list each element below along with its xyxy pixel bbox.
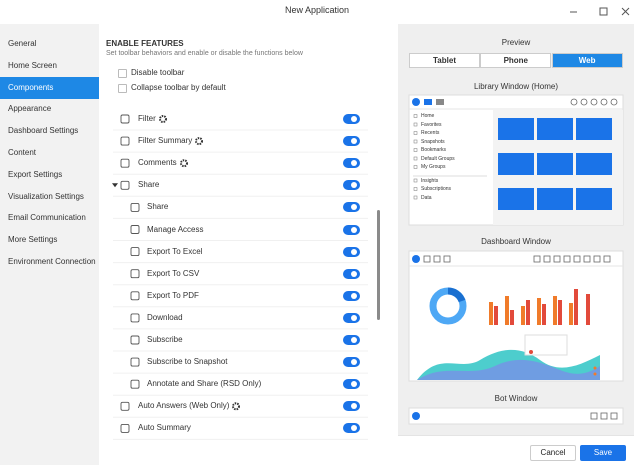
library-nav-item: Home xyxy=(421,113,435,119)
feature-label: Comments xyxy=(138,158,177,168)
settings-gear xyxy=(180,159,188,168)
scrollbar[interactable] xyxy=(377,210,380,320)
checkbox[interactable] xyxy=(118,69,127,78)
feature-icon xyxy=(130,379,140,389)
feature-icon xyxy=(120,136,130,146)
toggle-knob xyxy=(351,403,357,410)
library-nav-item: Favorites xyxy=(421,121,442,128)
feature-label: Export To CSV xyxy=(147,268,200,278)
settings-gear xyxy=(159,115,167,123)
feature-icon xyxy=(130,247,140,257)
sidebar-item[interactable]: Environment Connection xyxy=(8,257,96,266)
feature-icon xyxy=(130,357,140,367)
feature-label: Filter xyxy=(138,114,156,123)
toggle-knob xyxy=(351,314,357,321)
sidebar-item[interactable]: Email Communication xyxy=(8,213,86,223)
sidebar-item[interactable]: General xyxy=(8,39,37,48)
section-description: Set toolbar behaviors and enable or disa… xyxy=(106,50,303,57)
checkbox-label[interactable]: Collapse toolbar by default xyxy=(131,83,226,92)
save-button[interactable]: Save xyxy=(580,445,626,461)
cancel-button[interactable]: Cancel xyxy=(530,445,576,461)
toggle-knob xyxy=(351,160,357,167)
toggle-knob xyxy=(351,292,357,299)
feature-icon xyxy=(130,202,140,212)
toggle-knob xyxy=(351,226,357,233)
feature-label: Export To Excel xyxy=(147,246,203,256)
preview-tab[interactable]: Tablet xyxy=(409,53,480,68)
settings-gear xyxy=(195,137,203,146)
library-nav-item: My Groups xyxy=(421,164,446,170)
toggle-knob xyxy=(351,204,357,211)
preview-tab[interactable]: Phone xyxy=(480,53,552,68)
preview-title: Preview xyxy=(501,38,531,47)
library-nav-item: Data xyxy=(421,194,432,201)
sidebar-item[interactable]: Components xyxy=(8,82,54,92)
expand-caret xyxy=(112,183,118,188)
feature-label: Auto Answers (Web Only) xyxy=(138,401,230,411)
section-heading: ENABLE FEATURES xyxy=(106,39,184,48)
feature-icon xyxy=(120,180,130,190)
library-nav-item: Recents xyxy=(421,130,440,136)
toggle-knob xyxy=(351,182,357,189)
feature-label: Download xyxy=(147,312,183,322)
feature-icon xyxy=(130,291,140,301)
bot-title: Bot Window xyxy=(494,394,538,403)
title-bar xyxy=(0,0,634,24)
feature-label: Export To PDF xyxy=(147,290,199,300)
feature-label: Manage Access xyxy=(147,224,204,234)
toggle-knob xyxy=(351,116,357,122)
feature-icon xyxy=(130,335,140,345)
feature-icon xyxy=(120,401,130,411)
toggle-knob xyxy=(351,138,357,145)
toggle-knob xyxy=(351,381,357,388)
feature-label: Share xyxy=(147,202,169,212)
toggle-knob xyxy=(351,425,357,432)
preview-tab[interactable]: Web xyxy=(551,53,623,68)
feature-icon xyxy=(120,158,130,168)
checkbox[interactable] xyxy=(118,84,127,93)
sidebar-item[interactable]: More Settings xyxy=(8,235,58,245)
library-nav-item: Snapshots xyxy=(421,138,445,145)
sidebar-item[interactable]: Dashboard Settings xyxy=(8,126,79,136)
feature-icon xyxy=(130,225,140,234)
feature-label: Annotate and Share (RSD Only) xyxy=(147,379,262,389)
checkbox-label[interactable]: Disable toolbar xyxy=(131,68,185,77)
toggle-knob xyxy=(351,337,357,343)
dashboard-title: Dashboard Window xyxy=(481,237,551,246)
library-nav-item: Insights xyxy=(421,177,439,184)
library-nav-item: Default Groups xyxy=(421,155,455,162)
feature-label: Filter Summary xyxy=(138,136,193,146)
toggle-knob xyxy=(351,359,357,366)
sidebar-selected xyxy=(0,76,99,99)
feature-label: Subscribe xyxy=(147,335,183,344)
feature-icon xyxy=(130,269,140,279)
feature-label: Share xyxy=(138,180,160,190)
library-nav-item: Subscriptions xyxy=(421,186,452,192)
library-title: Library Window (Home) xyxy=(473,82,559,91)
library-nav-item: Bookmarks xyxy=(421,147,447,153)
settings-gear xyxy=(232,402,240,411)
sidebar-item[interactable]: Home Screen xyxy=(8,60,57,70)
sidebar-item[interactable]: Appearance xyxy=(8,104,52,114)
feature-icon xyxy=(130,313,140,323)
feature-icon xyxy=(120,114,130,124)
feature-label: Subscribe to Snapshot xyxy=(147,357,228,367)
sidebar-item[interactable]: Content xyxy=(8,148,37,157)
sidebar-item[interactable]: Export Settings xyxy=(8,169,63,179)
feature-icon xyxy=(120,423,130,433)
sidebar-item[interactable]: Visualization Settings xyxy=(8,191,84,201)
feature-label: Auto Summary xyxy=(138,423,191,433)
toggle-knob xyxy=(351,248,357,255)
window-title: New Application xyxy=(284,5,350,15)
toggle-knob xyxy=(351,270,357,277)
